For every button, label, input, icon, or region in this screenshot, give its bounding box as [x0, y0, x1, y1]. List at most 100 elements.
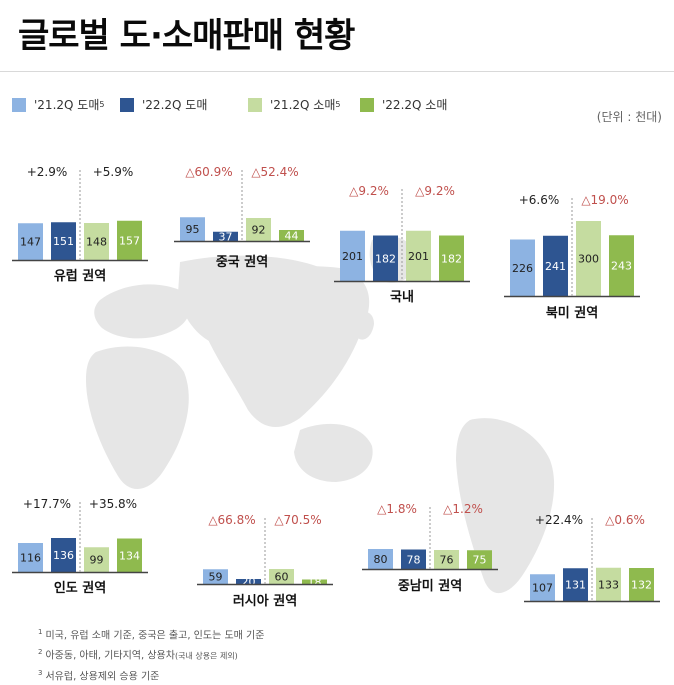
bar-value-label: 92	[252, 224, 266, 237]
bar	[269, 569, 294, 584]
bar	[467, 550, 492, 569]
bar	[530, 574, 555, 601]
bar	[596, 567, 621, 601]
legend-label: '21.2Q 소매	[270, 98, 336, 112]
region-title: 북미 권역	[546, 305, 598, 321]
page-title: 글로벌 도·소매판매 현황	[18, 16, 355, 56]
legend-item-retail-2021: '21.2Q 소매 5	[248, 96, 340, 113]
bar	[213, 231, 238, 241]
retail-change-label: △70.5%	[274, 513, 321, 527]
bar-value-label: 157	[119, 234, 140, 247]
region-chart: 201 182 201 182 △9.2% △9.2% 국내	[334, 184, 470, 305]
retail-change-label: △1.2%	[443, 502, 483, 516]
footnotes: 1 미국, 유럽 소매 기준, 중국은 출고, 인도는 도매 기준 2 아중동, 아…	[38, 624, 264, 685]
legend-label: '22.2Q 도매	[142, 98, 208, 112]
bar-value-label: 60	[275, 571, 289, 584]
footnote-3: 3 서유럽, 상용제외 승용 기준	[38, 665, 264, 685]
bar-value-label: 78	[407, 553, 421, 566]
legend-footnote-mark: 5	[99, 100, 105, 109]
map-africa	[86, 346, 189, 489]
region-chart: 59 20 60 18 △66.8% △70.5% 러시아 권역	[197, 513, 333, 609]
bar	[117, 220, 142, 260]
bar	[18, 543, 43, 572]
legend-swatch	[120, 97, 134, 112]
legend-label: '22.2Q 소매	[382, 98, 448, 112]
wholesale-change-label: △60.9%	[185, 165, 232, 179]
bar	[401, 549, 426, 569]
map-south-america	[456, 418, 555, 594]
bar-value-label: 132	[631, 579, 652, 592]
bar-value-label: 75	[473, 554, 487, 567]
wholesale-change-label: +17.7%	[23, 497, 71, 511]
legend-swatch	[248, 97, 262, 112]
retail-change-label: +35.8%	[89, 497, 137, 511]
bar	[51, 538, 76, 572]
wholesale-change-label: +2.9%	[27, 165, 68, 179]
bar-value-label: 59	[209, 571, 223, 584]
legend-label: '21.2Q 도매	[34, 98, 100, 112]
bar-value-label: 20	[242, 576, 256, 589]
legend-swatch	[12, 97, 26, 112]
unit-label: (단위 : 천대)	[596, 110, 662, 124]
bar	[117, 538, 142, 572]
bar-value-label: 107	[532, 582, 553, 595]
wholesale-change-label: +6.6%	[519, 193, 560, 207]
bar-value-label: 147	[20, 236, 41, 249]
bar-value-label: 151	[53, 235, 74, 248]
bar	[18, 223, 43, 260]
bar	[51, 222, 76, 260]
wholesale-change-label: +22.4%	[535, 513, 583, 527]
legend-footnote-mark: 5	[335, 100, 341, 109]
bar	[439, 235, 464, 281]
bar-value-label: 182	[441, 252, 462, 265]
legend: '21.2Q 도매 5 '22.2Q 도매 '21.2Q 소매 5 '22.2Q 소…	[0, 96, 674, 116]
footnote-2: 2 아중동, 아태, 기타지역, 상용차(국내 상용은 제외)	[38, 644, 264, 664]
bar-value-label: 201	[408, 250, 429, 263]
bar-value-label: 136	[53, 549, 74, 562]
title-divider	[0, 71, 674, 72]
retail-change-label: +5.9%	[93, 165, 134, 179]
map-japan-korea	[356, 311, 374, 340]
bar-value-label: 76	[440, 554, 454, 567]
region-chart: 116 136 99 134 +17.7% +35.8% 인도 권역	[12, 497, 148, 596]
footnote-note: (국내 상용은 제외)	[174, 651, 238, 661]
legend-swatch	[360, 97, 374, 112]
bar	[373, 235, 398, 281]
bar-value-label: 99	[90, 554, 104, 567]
retail-change-label: △19.0%	[581, 193, 628, 207]
region-title: 중국 권역	[216, 254, 268, 270]
footnote-mark: 1	[38, 628, 43, 636]
bar-value-label: 300	[578, 253, 599, 266]
bar	[279, 230, 304, 241]
bar-value-label: 95	[186, 223, 200, 236]
region-chart: 95 37 92 44 △60.9% △52.4% 중국 권역	[174, 165, 310, 270]
bar	[368, 549, 393, 569]
bar	[84, 223, 109, 260]
retail-change-label: △9.2%	[415, 184, 455, 198]
map-australia	[294, 423, 373, 482]
bar	[510, 239, 535, 296]
region-chart: 80 78 76 75 △1.8% △1.2% 중남미 권역	[362, 502, 498, 594]
region-chart: 147 151 148 157 +2.9% +5.9% 유럽 권역	[12, 165, 148, 284]
footnote-mark: 2	[38, 648, 43, 657]
bar-value-label: 37	[219, 230, 233, 243]
bar	[180, 217, 205, 241]
footnote-text: 미국, 유럽 소매 기준, 중국은 출고, 인도는 도매 기준	[45, 630, 265, 642]
region-title: 인도 권역	[54, 580, 106, 596]
bar	[576, 221, 601, 296]
bar-value-label: 44	[285, 230, 299, 243]
bar	[84, 547, 109, 572]
bar	[302, 579, 327, 584]
region-chart: 107 131 133 132 +22.4% △0.6%	[524, 513, 660, 603]
bar-value-label: 116	[20, 552, 41, 565]
bar-value-label: 18	[308, 576, 322, 589]
bar-value-label: 148	[86, 236, 107, 249]
footnote-text: 아중동, 아태, 기타지역, 상용차	[45, 650, 175, 662]
bar-value-label: 80	[374, 553, 388, 566]
wholesale-change-label: △9.2%	[349, 184, 389, 198]
bar	[434, 550, 459, 569]
bar-value-label: 182	[375, 252, 396, 265]
bar-value-label: 134	[119, 549, 140, 562]
bar	[246, 218, 271, 241]
